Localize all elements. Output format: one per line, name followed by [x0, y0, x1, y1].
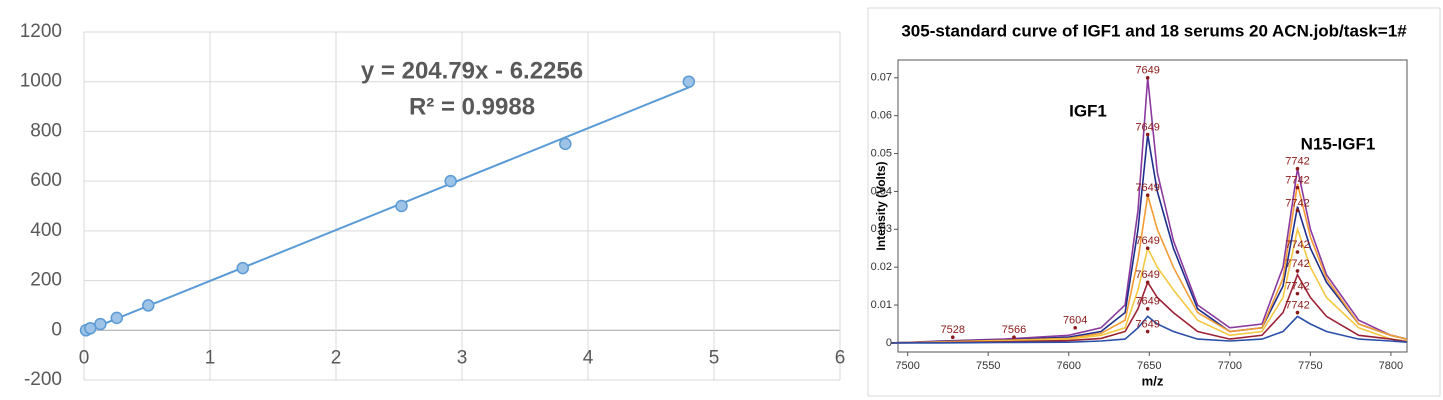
y-tick-label: 0.02	[871, 261, 892, 273]
spectrum-line	[891, 315, 1408, 344]
x-tick-label: 7600	[1056, 360, 1080, 372]
peak-marker	[1295, 185, 1300, 190]
chart-title: 305-standard curve of IGF1 and 18 serums…	[901, 21, 1407, 40]
point	[444, 174, 457, 188]
x-tick-label: 2	[331, 347, 342, 368]
peak-label: 7649	[1135, 296, 1159, 308]
peak-label: 7742	[1285, 258, 1309, 270]
x-tick-label: 5	[709, 347, 720, 368]
peak-marker	[1073, 325, 1077, 330]
peak-label: 7649	[1135, 122, 1159, 134]
peak-label: 7742	[1285, 239, 1309, 251]
peak-marker	[1295, 310, 1300, 315]
peak-marker	[1145, 132, 1150, 137]
trend-equation: y = 204.79x - 6.2256	[361, 57, 583, 84]
trendline	[85, 86, 690, 332]
point	[559, 137, 572, 151]
peak-label: 7528	[941, 324, 965, 336]
peak-marker	[1295, 269, 1300, 273]
y-tick-label: -200	[24, 369, 62, 390]
peak-marker	[1145, 280, 1150, 285]
y-tick-label: 0.07	[871, 72, 892, 84]
point	[94, 317, 107, 331]
y-tick-label: 0.06	[871, 110, 892, 122]
y-tick-label: 800	[30, 120, 62, 141]
y-tick-label: 400	[30, 220, 62, 241]
peak-marker	[1295, 166, 1300, 171]
x-tick-label: 1	[205, 347, 216, 368]
x-tick-label: 4	[583, 347, 594, 368]
annotation: IGF1	[1069, 101, 1107, 120]
y-tick-label: 200	[30, 270, 62, 291]
y-tick-label: 0.05	[871, 147, 892, 159]
peak-label: 7742	[1285, 197, 1309, 209]
peak-label: 7604	[1063, 315, 1087, 327]
x-tick-label: 6	[835, 347, 846, 368]
peak-label: 7742	[1285, 281, 1309, 293]
x-tick-label: 7800	[1379, 360, 1403, 372]
x-tick-label: 7550	[976, 360, 1000, 372]
point	[110, 311, 124, 325]
point	[236, 261, 250, 275]
x-tick-label: 7750	[1298, 360, 1322, 372]
peak-label: 7649	[1135, 318, 1159, 330]
y-tick-label: 600	[30, 170, 62, 191]
y-tick-label: 1200	[20, 21, 62, 42]
x-axis-label: m/z	[1142, 373, 1164, 388]
point	[142, 299, 155, 312]
spectrum-line	[891, 272, 1408, 344]
annotation: N15-IGF1	[1301, 134, 1376, 153]
peak-marker	[1145, 193, 1150, 198]
peak-marker	[1295, 208, 1300, 213]
peak-label: 7742	[1285, 175, 1309, 187]
peak-label: 7742	[1285, 156, 1309, 168]
peak-label: 7649	[1135, 235, 1159, 247]
point	[395, 199, 408, 213]
spectrum-line	[891, 183, 1408, 344]
y-tick-label: 0.01	[871, 299, 892, 311]
peak-marker	[1012, 335, 1016, 340]
x-tick-label: 7500	[895, 360, 919, 372]
y-tick-label: 0.03	[871, 223, 892, 235]
peak-marker	[1295, 291, 1300, 296]
peak-marker	[1145, 246, 1150, 251]
peak-marker	[1145, 307, 1150, 311]
spectrum-line	[891, 226, 1408, 344]
peak-marker	[1295, 250, 1300, 254]
x-tick-label: 0	[79, 347, 90, 368]
x-tick-label: 7650	[1137, 360, 1161, 372]
peak-label: 7649	[1135, 65, 1159, 77]
trend-r-squared: R² = 0.9988	[409, 93, 535, 120]
peak-label: 7742	[1285, 300, 1309, 312]
point	[682, 75, 696, 88]
peak-label: 7566	[1002, 324, 1026, 336]
peak-marker	[1145, 329, 1150, 334]
y-tick-label: 1000	[20, 71, 62, 92]
y-tick-label: 0	[886, 337, 892, 349]
y-tick-label: 0.04	[871, 185, 892, 197]
plot-area	[897, 59, 1408, 353]
y-axis-label: Intensity (Volts)	[874, 161, 888, 250]
spectrum-line	[891, 77, 1408, 344]
x-tick-label: 3	[457, 347, 468, 368]
peak-label: 7649	[1135, 182, 1159, 194]
y-tick-label: 0	[51, 319, 62, 340]
peak-marker	[1145, 76, 1150, 80]
spectrum-line	[891, 134, 1408, 344]
peak-marker	[950, 335, 955, 340]
x-tick-label: 7700	[1218, 360, 1242, 372]
peak-label: 7649	[1135, 269, 1159, 281]
